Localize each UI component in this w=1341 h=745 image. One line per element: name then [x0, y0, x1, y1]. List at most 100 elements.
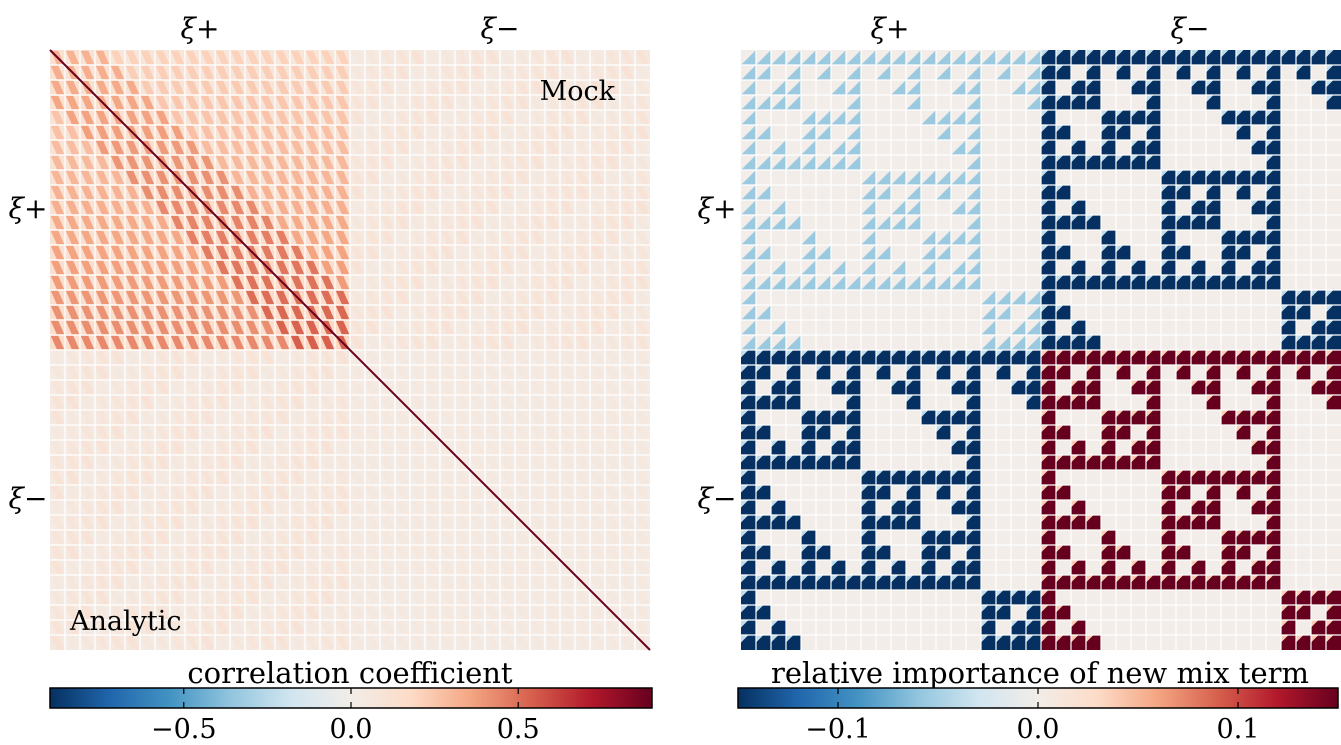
heatmap-cell — [891, 200, 906, 215]
heatmap-cell-highlight — [1041, 620, 1049, 628]
left-colorbar-ticks: −0.5 0.0 0.5 — [151, 688, 540, 745]
colorbar-tick-label: 0.1 — [1217, 714, 1260, 745]
heatmap-cell-streak — [110, 455, 125, 470]
heatmap-cell-streak — [50, 395, 65, 410]
heatmap-cell-streak — [425, 410, 440, 425]
heatmap-cell-streak — [200, 95, 215, 110]
heatmap-cell — [816, 245, 831, 260]
heatmap-cell-streak — [170, 140, 185, 155]
heatmap-cell-streak — [470, 110, 485, 125]
heatmap-cell-highlight — [816, 350, 824, 358]
heatmap-cell-highlight — [1116, 275, 1124, 283]
heatmap-cell-streak — [530, 305, 545, 320]
heatmap-cell-streak — [620, 635, 635, 650]
heatmap-cell-highlight — [906, 485, 914, 493]
heatmap-cell-highlight — [1056, 575, 1064, 583]
heatmap-cell-highlight — [846, 575, 854, 583]
heatmap-cell-highlight — [1266, 140, 1274, 148]
heatmap-cell-streak — [575, 215, 590, 230]
heatmap-cell-streak — [125, 320, 140, 335]
heatmap-cell-streak — [320, 350, 335, 365]
heatmap-cell-streak — [395, 350, 410, 365]
heatmap-cell-streak — [215, 290, 230, 305]
heatmap-cell-streak — [200, 410, 215, 425]
heatmap-cell-streak — [470, 200, 485, 215]
heatmap-cell-streak — [290, 410, 305, 425]
heatmap-cell-streak — [395, 260, 410, 275]
heatmap-cell-streak — [455, 335, 470, 350]
heatmap-cell-highlight — [1146, 380, 1154, 388]
heatmap-cell-streak — [320, 380, 335, 395]
heatmap-cell-streak — [335, 185, 350, 200]
heatmap-cell-streak — [470, 440, 485, 455]
heatmap-cell-highlight — [741, 425, 749, 433]
heatmap-cell — [846, 140, 861, 155]
heatmap-cell-highlight — [1086, 515, 1094, 523]
heatmap-cell-streak — [200, 245, 215, 260]
heatmap-cell-streak — [500, 155, 515, 170]
heatmap-cell-streak — [440, 635, 455, 650]
heatmap-cell-highlight — [966, 485, 974, 493]
heatmap-cell-highlight — [1236, 545, 1244, 553]
heatmap-cell-streak — [545, 215, 560, 230]
heatmap-cell-highlight — [831, 575, 839, 583]
heatmap-cell-highlight — [951, 470, 959, 478]
heatmap-cell-highlight — [1176, 545, 1184, 553]
heatmap-cell-streak — [185, 200, 200, 215]
heatmap-cell-highlight — [1116, 125, 1124, 133]
heatmap-cell-highlight — [741, 575, 749, 583]
heatmap-cell-streak — [140, 440, 155, 455]
heatmap-cell-highlight — [1041, 425, 1049, 433]
heatmap-cell-streak — [350, 335, 365, 350]
heatmap-cell-streak — [365, 200, 380, 215]
heatmap-cell-streak — [170, 245, 185, 260]
heatmap-cell-streak — [260, 515, 275, 530]
heatmap-cell-highlight — [1266, 545, 1274, 553]
heatmap-cell-highlight — [1176, 575, 1184, 583]
heatmap-cell-streak — [635, 530, 650, 545]
heatmap-cell-streak — [245, 485, 260, 500]
heatmap-cell-highlight — [1071, 455, 1079, 463]
heatmap-cell-streak — [95, 620, 110, 635]
heatmap-cell-streak — [65, 500, 80, 515]
heatmap-cell-streak — [545, 110, 560, 125]
heatmap-cell-streak — [545, 605, 560, 620]
heatmap-cell-highlight — [1326, 320, 1334, 328]
heatmap-cell-streak — [635, 440, 650, 455]
heatmap-cell — [741, 170, 756, 185]
heatmap-cell-streak — [65, 455, 80, 470]
heatmap-cell-streak — [125, 65, 140, 80]
heatmap-cell-streak — [575, 260, 590, 275]
heatmap-cell-streak — [410, 320, 425, 335]
heatmap-cell-streak — [440, 275, 455, 290]
heatmap-cell-streak — [260, 140, 275, 155]
heatmap-cell-highlight — [1086, 575, 1094, 583]
heatmap-cell-highlight — [861, 545, 869, 553]
heatmap-cell-highlight — [1191, 350, 1199, 358]
heatmap-cell-streak — [125, 50, 140, 65]
heatmap-cell-streak — [65, 170, 80, 185]
heatmap-cell-streak — [155, 530, 170, 545]
heatmap-cell-streak — [80, 125, 95, 140]
heatmap-cell-streak — [410, 620, 425, 635]
heatmap-cell-streak — [80, 215, 95, 230]
heatmap-cell-streak — [455, 365, 470, 380]
heatmap-cell-streak — [440, 65, 455, 80]
right-heatmap-cells — [741, 50, 1341, 650]
heatmap-cell-streak — [440, 590, 455, 605]
heatmap-cell-streak — [80, 185, 95, 200]
heatmap-cell — [831, 275, 846, 290]
heatmap-cell-highlight — [1071, 620, 1079, 628]
heatmap-cell-streak — [440, 560, 455, 575]
heatmap-cell-streak — [500, 590, 515, 605]
heatmap-cell — [831, 80, 846, 95]
heatmap-cell-highlight — [816, 365, 824, 373]
heatmap-cell-streak — [590, 200, 605, 215]
heatmap-cell-streak — [455, 80, 470, 95]
heatmap-cell-streak — [275, 410, 290, 425]
heatmap-cell-streak — [425, 200, 440, 215]
heatmap-cell-streak — [290, 65, 305, 80]
heatmap-cell-streak — [335, 545, 350, 560]
heatmap-cell-streak — [575, 140, 590, 155]
heatmap-cell-streak — [620, 575, 635, 590]
